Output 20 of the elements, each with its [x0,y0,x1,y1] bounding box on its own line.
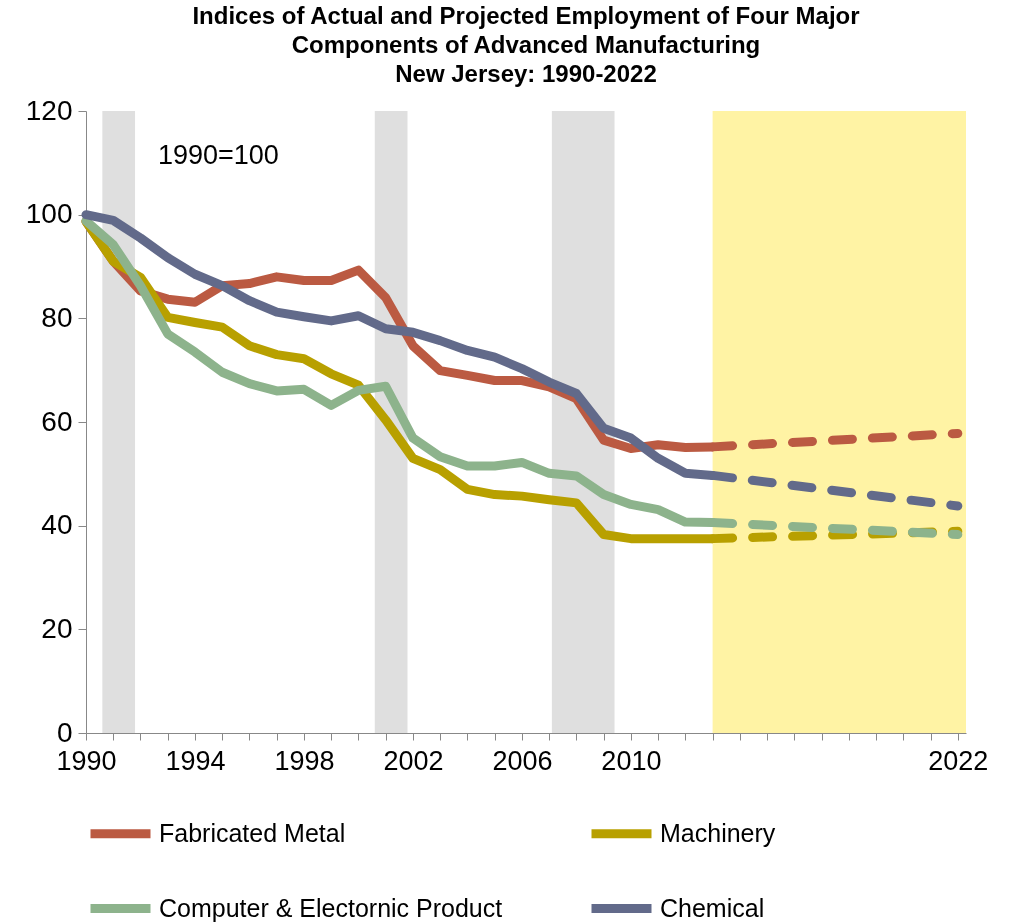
x-tick-label: 2010 [601,745,662,776]
legend-label: Computer & Electornic Product [159,893,503,922]
y-tick-label: 80 [41,301,73,333]
x-tick-label: 1990 [56,745,117,776]
x-tick-label: 2022 [928,745,989,776]
legend-label: Fabricated Metal [159,818,346,847]
x-tick-label: 1998 [274,745,335,776]
legend-label: Chemical [660,893,765,922]
y-tick-label: 0 [56,716,73,748]
x-tick-label: 1994 [165,745,226,776]
y-tick-label: 40 [41,509,73,541]
x-tick-label: 2002 [383,745,444,776]
x-tick-label: 2006 [492,745,553,776]
y-tick-label: 120 [25,94,73,126]
y-tick-label: 20 [41,612,73,644]
annotation: 1990=100 [158,140,279,170]
y-tick-label: 60 [41,405,73,437]
chart-title: Indices of Actual and Projected Employment of Four Major Components of Advanced Manufacturing New Jersey: 1990-2022 [192,2,860,87]
y-tick-label: 100 [25,198,73,230]
legend-label: Machinery [660,818,776,847]
